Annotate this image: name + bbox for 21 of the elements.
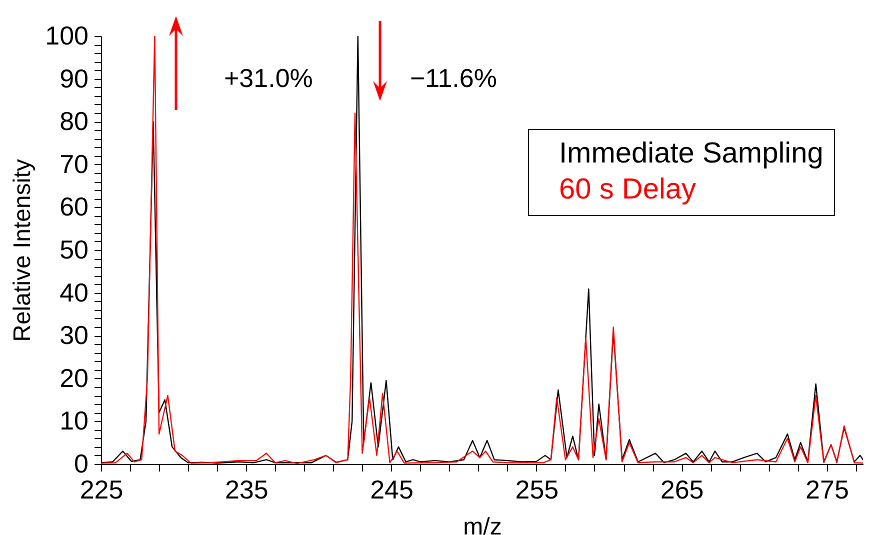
y-axis-title: Relative Intensity <box>9 159 36 342</box>
text: 60 s Delay <box>559 174 697 206</box>
y-tick-label: 20 <box>60 362 88 393</box>
x-tick-label: 255 <box>515 474 559 504</box>
x-axis-title: m/z <box>463 514 502 535</box>
y-tick-label: 50 <box>60 234 88 264</box>
y-tick-label: 60 <box>60 192 88 222</box>
x-tick-label: 265 <box>660 474 704 504</box>
x-tick-label: 245 <box>370 474 414 504</box>
annotation: +31.0% <box>224 63 313 93</box>
y-tick-label: 30 <box>60 320 88 350</box>
y-tick-label: 80 <box>60 106 88 136</box>
y-tick-label: 100 <box>45 20 88 50</box>
annotation: −11.6% <box>410 63 497 93</box>
text: Immediate Sampling <box>559 138 824 170</box>
y-tick-label: 40 <box>60 277 88 308</box>
y-tick-label: 70 <box>60 148 88 179</box>
x-tick-label: 275 <box>806 474 849 504</box>
y-tick-label: 90 <box>60 63 88 94</box>
x-tick-label: 235 <box>224 474 268 504</box>
y-tick-label: 10 <box>60 406 88 436</box>
